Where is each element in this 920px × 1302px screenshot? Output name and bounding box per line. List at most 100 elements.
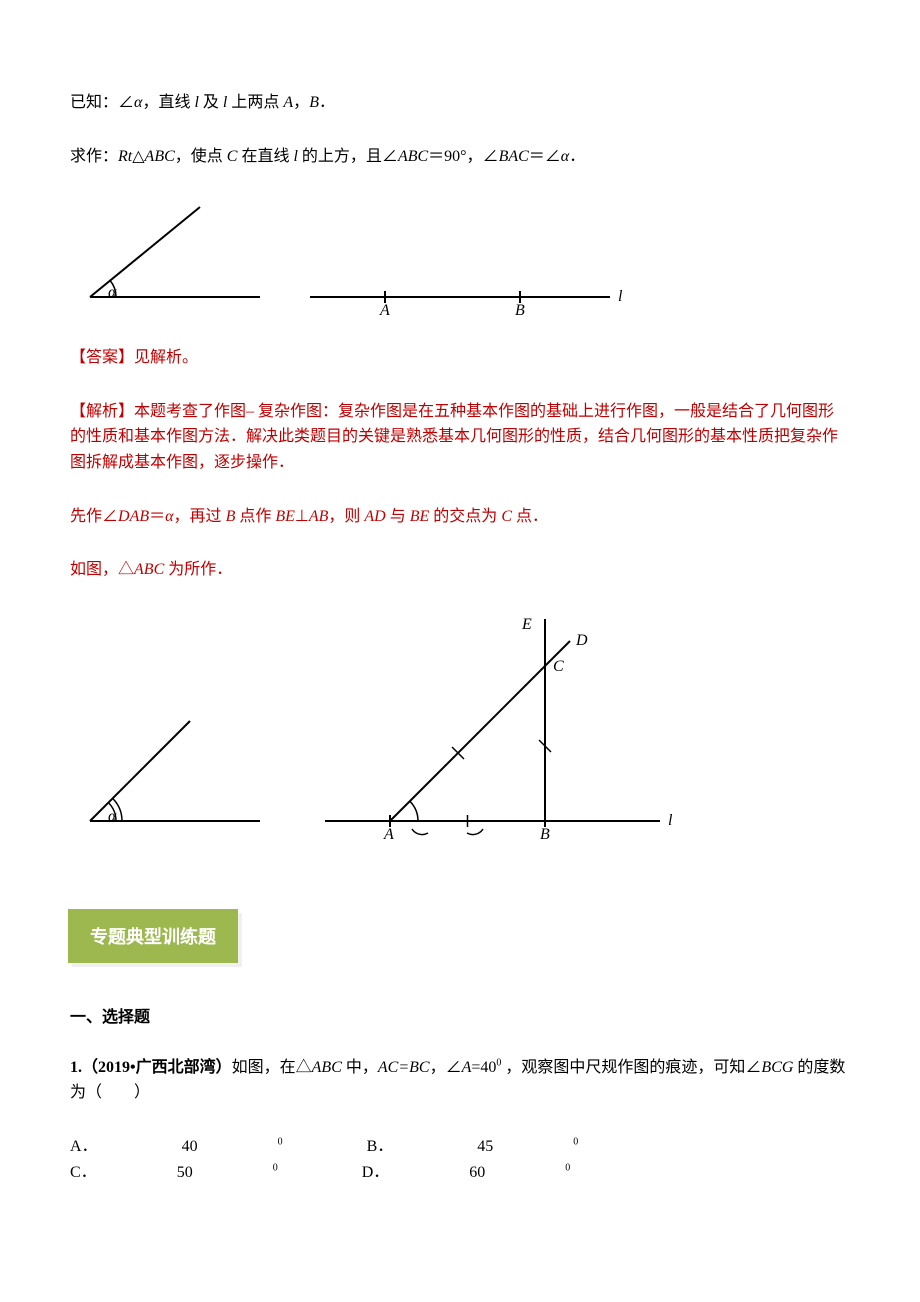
ab: AB	[309, 508, 329, 525]
svg-text:E: E	[521, 616, 532, 633]
be: BE	[275, 508, 295, 525]
choice-val: 50	[177, 1160, 193, 1186]
conclude-line: 如图，△ABC 为所作．	[70, 557, 850, 583]
svg-text:D: D	[575, 632, 588, 649]
abc: ABC	[398, 148, 428, 165]
step-line: 先作∠DAB＝α，再过 B 点作 BE⊥AB，则 AD 与 BE 的交点为 C …	[70, 504, 850, 530]
figure-1-svg: α l A B	[70, 197, 630, 317]
svg-text:C: C	[553, 658, 564, 675]
abc: ABC	[145, 148, 175, 165]
point-b: B	[226, 508, 236, 525]
figure-2: α l A B E DC	[70, 611, 850, 841]
abc: ABC	[134, 561, 164, 578]
choice-label: C．	[70, 1160, 97, 1186]
svg-text:l: l	[618, 288, 623, 305]
point-a: A	[283, 94, 293, 111]
bcg: BCG	[761, 1059, 793, 1076]
ad: AD	[364, 508, 385, 525]
q1-stem: 1.（2019•广西北部湾）如图，在△ABC 中，AC=BC，∠A=400 ，观…	[70, 1055, 850, 1106]
point-c: C	[227, 148, 238, 165]
text: ）	[216, 1059, 232, 1076]
section-badge: 专题典型训练题	[68, 909, 238, 963]
perp: ⊥	[295, 508, 309, 525]
text: ，再过	[174, 508, 226, 525]
be: BE	[410, 508, 430, 525]
text: ，	[293, 94, 309, 111]
figure-1: α l A B	[70, 197, 850, 317]
text: 如图，△	[70, 561, 134, 578]
analysis-block: 【解析】本题考查了作图– 复杂作图：复杂作图是在五种基本作图的基础上进行作图，一…	[70, 399, 850, 476]
choice-val: 45	[477, 1134, 493, 1160]
given-prefix: 已知：	[70, 94, 118, 111]
q1-choices: A． 40 0 B． 45 0 C． 50 0 D． 60 0	[70, 1134, 850, 1185]
text: 如图，在△	[232, 1059, 312, 1076]
answer-text: 见解析。	[134, 349, 198, 366]
text: 上两点	[227, 94, 283, 111]
degree-sup: 0	[565, 1162, 570, 1173]
text: ，直线	[142, 94, 194, 111]
svg-text:α: α	[108, 808, 117, 825]
text: 的上方，且∠	[298, 148, 398, 165]
choice-label: B．	[367, 1134, 394, 1160]
choice-label: A．	[70, 1134, 98, 1160]
svg-text:α: α	[108, 284, 117, 301]
answer-label: 【答案】	[70, 349, 134, 366]
text: 点．	[512, 508, 548, 525]
given-line: 已知：∠α，直线 l 及 l 上两点 A，B．	[70, 90, 850, 116]
text: 的交点为	[429, 508, 501, 525]
rt: Rt	[118, 148, 132, 165]
acbc: AC=BC	[378, 1059, 430, 1076]
bac: BAC	[499, 148, 529, 165]
section-1-title: 一、选择题	[70, 1003, 850, 1027]
q1-source: 2019•广西北部湾	[98, 1059, 216, 1076]
task-prefix: 求作：	[70, 148, 118, 165]
alpha: α	[561, 148, 569, 165]
text: ，∠	[430, 1059, 462, 1076]
text: 在直线	[237, 148, 293, 165]
choice-b: B． 45 0	[367, 1134, 579, 1160]
text: 为所作．	[164, 561, 232, 578]
text: ∠	[118, 94, 134, 111]
text: ＝	[149, 508, 165, 525]
degree-sup: 0	[278, 1137, 283, 1148]
analysis-body: 本题考查了作图– 复杂作图：复杂作图是在五种基本作图的基础上进行作图，一般是结合…	[70, 403, 838, 471]
choice-d: D． 60 0	[362, 1160, 571, 1186]
degree-sup: 0	[273, 1162, 278, 1173]
svg-text:A: A	[379, 302, 390, 317]
abc: ABC	[312, 1059, 342, 1076]
triangle-sym: △	[132, 148, 144, 165]
choice-val: 60	[469, 1160, 485, 1186]
text: ．	[319, 94, 335, 111]
point-b: B	[309, 94, 319, 111]
dab: DAB	[118, 508, 149, 525]
text: ．	[569, 148, 585, 165]
svg-text:B: B	[515, 302, 525, 317]
text: 中，	[342, 1059, 378, 1076]
svg-text:l: l	[668, 812, 673, 829]
figure-2-svg: α l A B E DC	[70, 611, 690, 841]
choice-c: C． 50 0	[70, 1160, 278, 1186]
choice-a: A． 40 0	[70, 1134, 283, 1160]
svg-text:A: A	[383, 826, 394, 841]
choice-label: D．	[362, 1160, 390, 1186]
text: 与	[386, 508, 410, 525]
choice-val: 40	[182, 1134, 198, 1160]
angle-a: A	[462, 1059, 472, 1076]
degree-sup: 0	[573, 1137, 578, 1148]
text: ＝90°，∠	[428, 148, 498, 165]
answer-line: 【答案】见解析。	[70, 345, 850, 371]
text: ＝∠	[529, 148, 561, 165]
text: =40	[471, 1059, 496, 1076]
text: 先作∠	[70, 508, 118, 525]
alpha: α	[165, 508, 173, 525]
task-line: 求作：Rt△ABC，使点 C 在直线 l 的上方，且∠ABC＝90°，∠BAC＝…	[70, 144, 850, 170]
analysis-label: 【解析】	[70, 403, 134, 420]
point-c: C	[501, 508, 512, 525]
svg-text:B: B	[540, 826, 550, 841]
text: 及	[199, 94, 223, 111]
text: ，观察图中尺规作图的痕迹，可知∠	[501, 1059, 761, 1076]
text: 点作	[235, 508, 275, 525]
q1-num: 1.	[70, 1059, 82, 1076]
text: ，则	[328, 508, 364, 525]
text: ，使点	[175, 148, 227, 165]
